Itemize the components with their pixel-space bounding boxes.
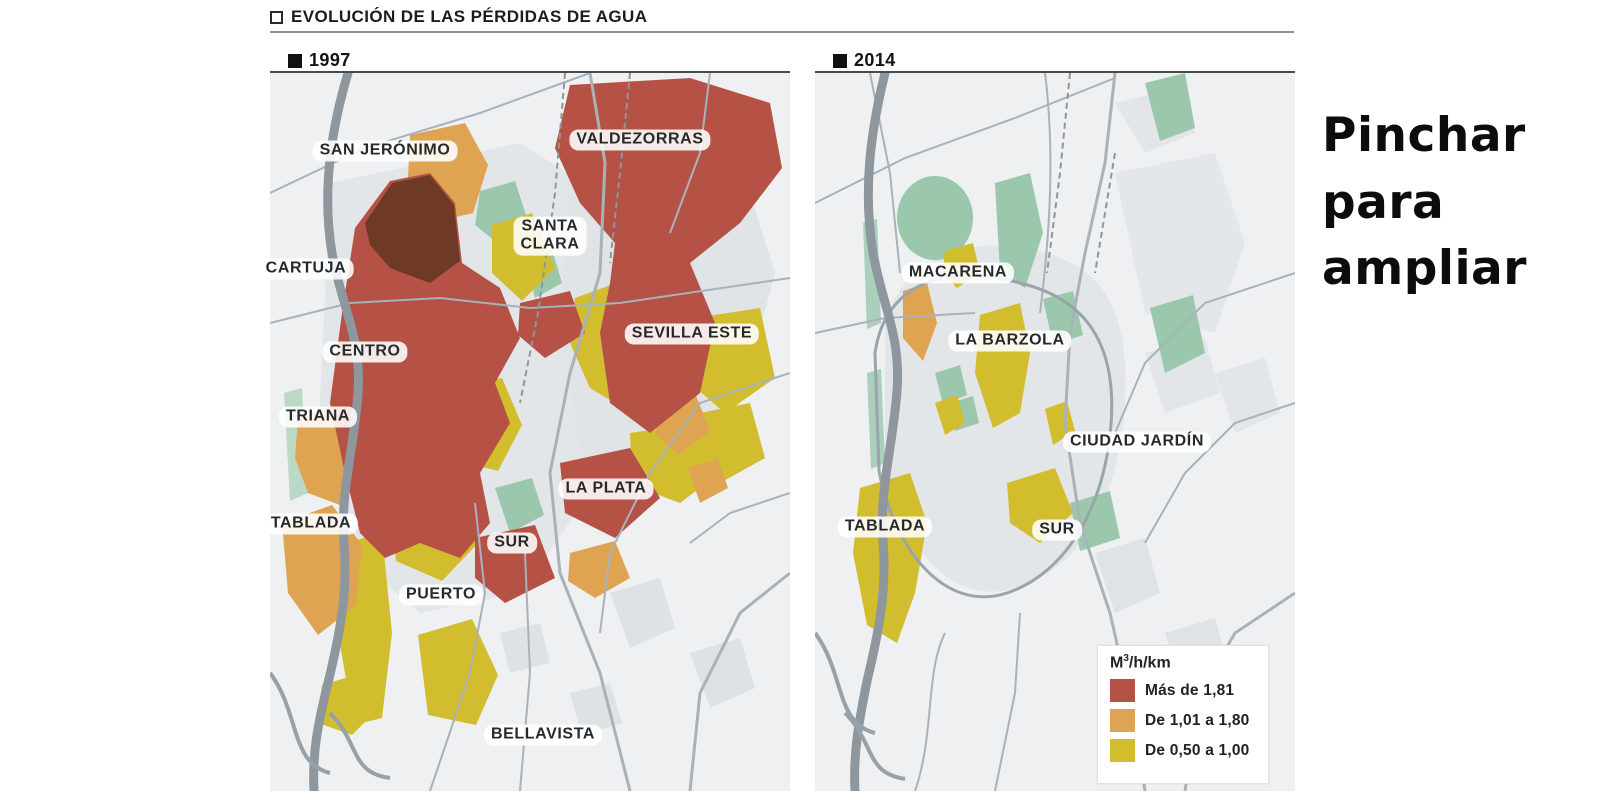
- swatch-mid: [1110, 709, 1135, 733]
- district-label-la-plata: LA PLATA: [558, 478, 654, 500]
- dense-overlay-region: [365, 175, 460, 283]
- map-1997: [270, 73, 790, 791]
- district-label-bellavista: BELLAVISTA: [483, 724, 603, 746]
- park-areas: [863, 73, 1205, 551]
- district-label-triana: TRIANA: [278, 406, 358, 428]
- district-label-sur-1997: SUR: [487, 532, 537, 554]
- year-header-1997: 1997: [288, 50, 351, 71]
- district-label-tablada-1997: TABLADA: [263, 513, 359, 535]
- square-bullet-icon: [288, 53, 302, 68]
- district-label-sur-2014: SUR: [1032, 519, 1082, 541]
- district-label-tablada-2014: TABLADA: [837, 516, 933, 538]
- district-label-cartuja: CARTUJA: [258, 258, 354, 280]
- figure-title: EVOLUCIÓN DE LAS PÉRDIDAS DE AGUA: [291, 7, 648, 26]
- river-guadalquivir: [850, 73, 903, 791]
- southwest-channels: [815, 631, 906, 781]
- loss-mid-regions: [903, 283, 937, 361]
- map-2014-divider: [815, 71, 1295, 73]
- road-network: [270, 73, 790, 791]
- legend-item-mid: De 1,01 a 1,80: [1110, 709, 1258, 733]
- click-to-enlarge-hint: Pinchar para ampliar: [1322, 108, 1527, 297]
- map-1997-canvas: [270, 73, 790, 791]
- figure-title-row: EVOLUCIÓN DE LAS PÉRDIDAS DE AGUA: [270, 7, 647, 27]
- legend: M3/h/km Más de 1,81 De 1,01 a 1,80 De 0,…: [1097, 645, 1269, 784]
- legend-unit: M3/h/km: [1110, 653, 1171, 672]
- district-label-macarena: MACARENA: [901, 262, 1015, 284]
- map-1997-divider: [270, 71, 790, 73]
- square-bullet-icon: [833, 53, 847, 68]
- district-label-sevilla-este: SEVILLA ESTE: [624, 323, 760, 345]
- district-label-ciudad-jardin: CIUDAD JARDÍN: [1062, 431, 1212, 453]
- district-label-centro: CENTRO: [322, 341, 408, 363]
- swatch-low: [1110, 739, 1135, 763]
- district-label-santa-clara: SANTA CLARA: [513, 216, 587, 256]
- district-label-puerto: PUERTO: [399, 584, 483, 606]
- district-label-valdezorras: VALDEZORRAS: [569, 129, 711, 151]
- river-guadalquivir: [309, 73, 364, 791]
- year-label-1997: 1997: [309, 50, 351, 70]
- legend-item-high: Más de 1,81: [1110, 679, 1258, 703]
- swatch-high: [1110, 679, 1135, 703]
- year-header-2014: 2014: [833, 50, 896, 71]
- square-outline-icon: [270, 10, 283, 24]
- southwest-channels: [270, 671, 391, 780]
- railway-lines: [1046, 73, 1116, 274]
- title-divider: [270, 31, 1294, 33]
- district-label-la-barzola: LA BARZOLA: [948, 330, 1072, 352]
- district-label-san-jeronimo: SAN JERÓNIMO: [312, 140, 458, 162]
- legend-item-low: De 0,50 a 1,00: [1110, 739, 1258, 763]
- year-label-2014: 2014: [854, 50, 896, 70]
